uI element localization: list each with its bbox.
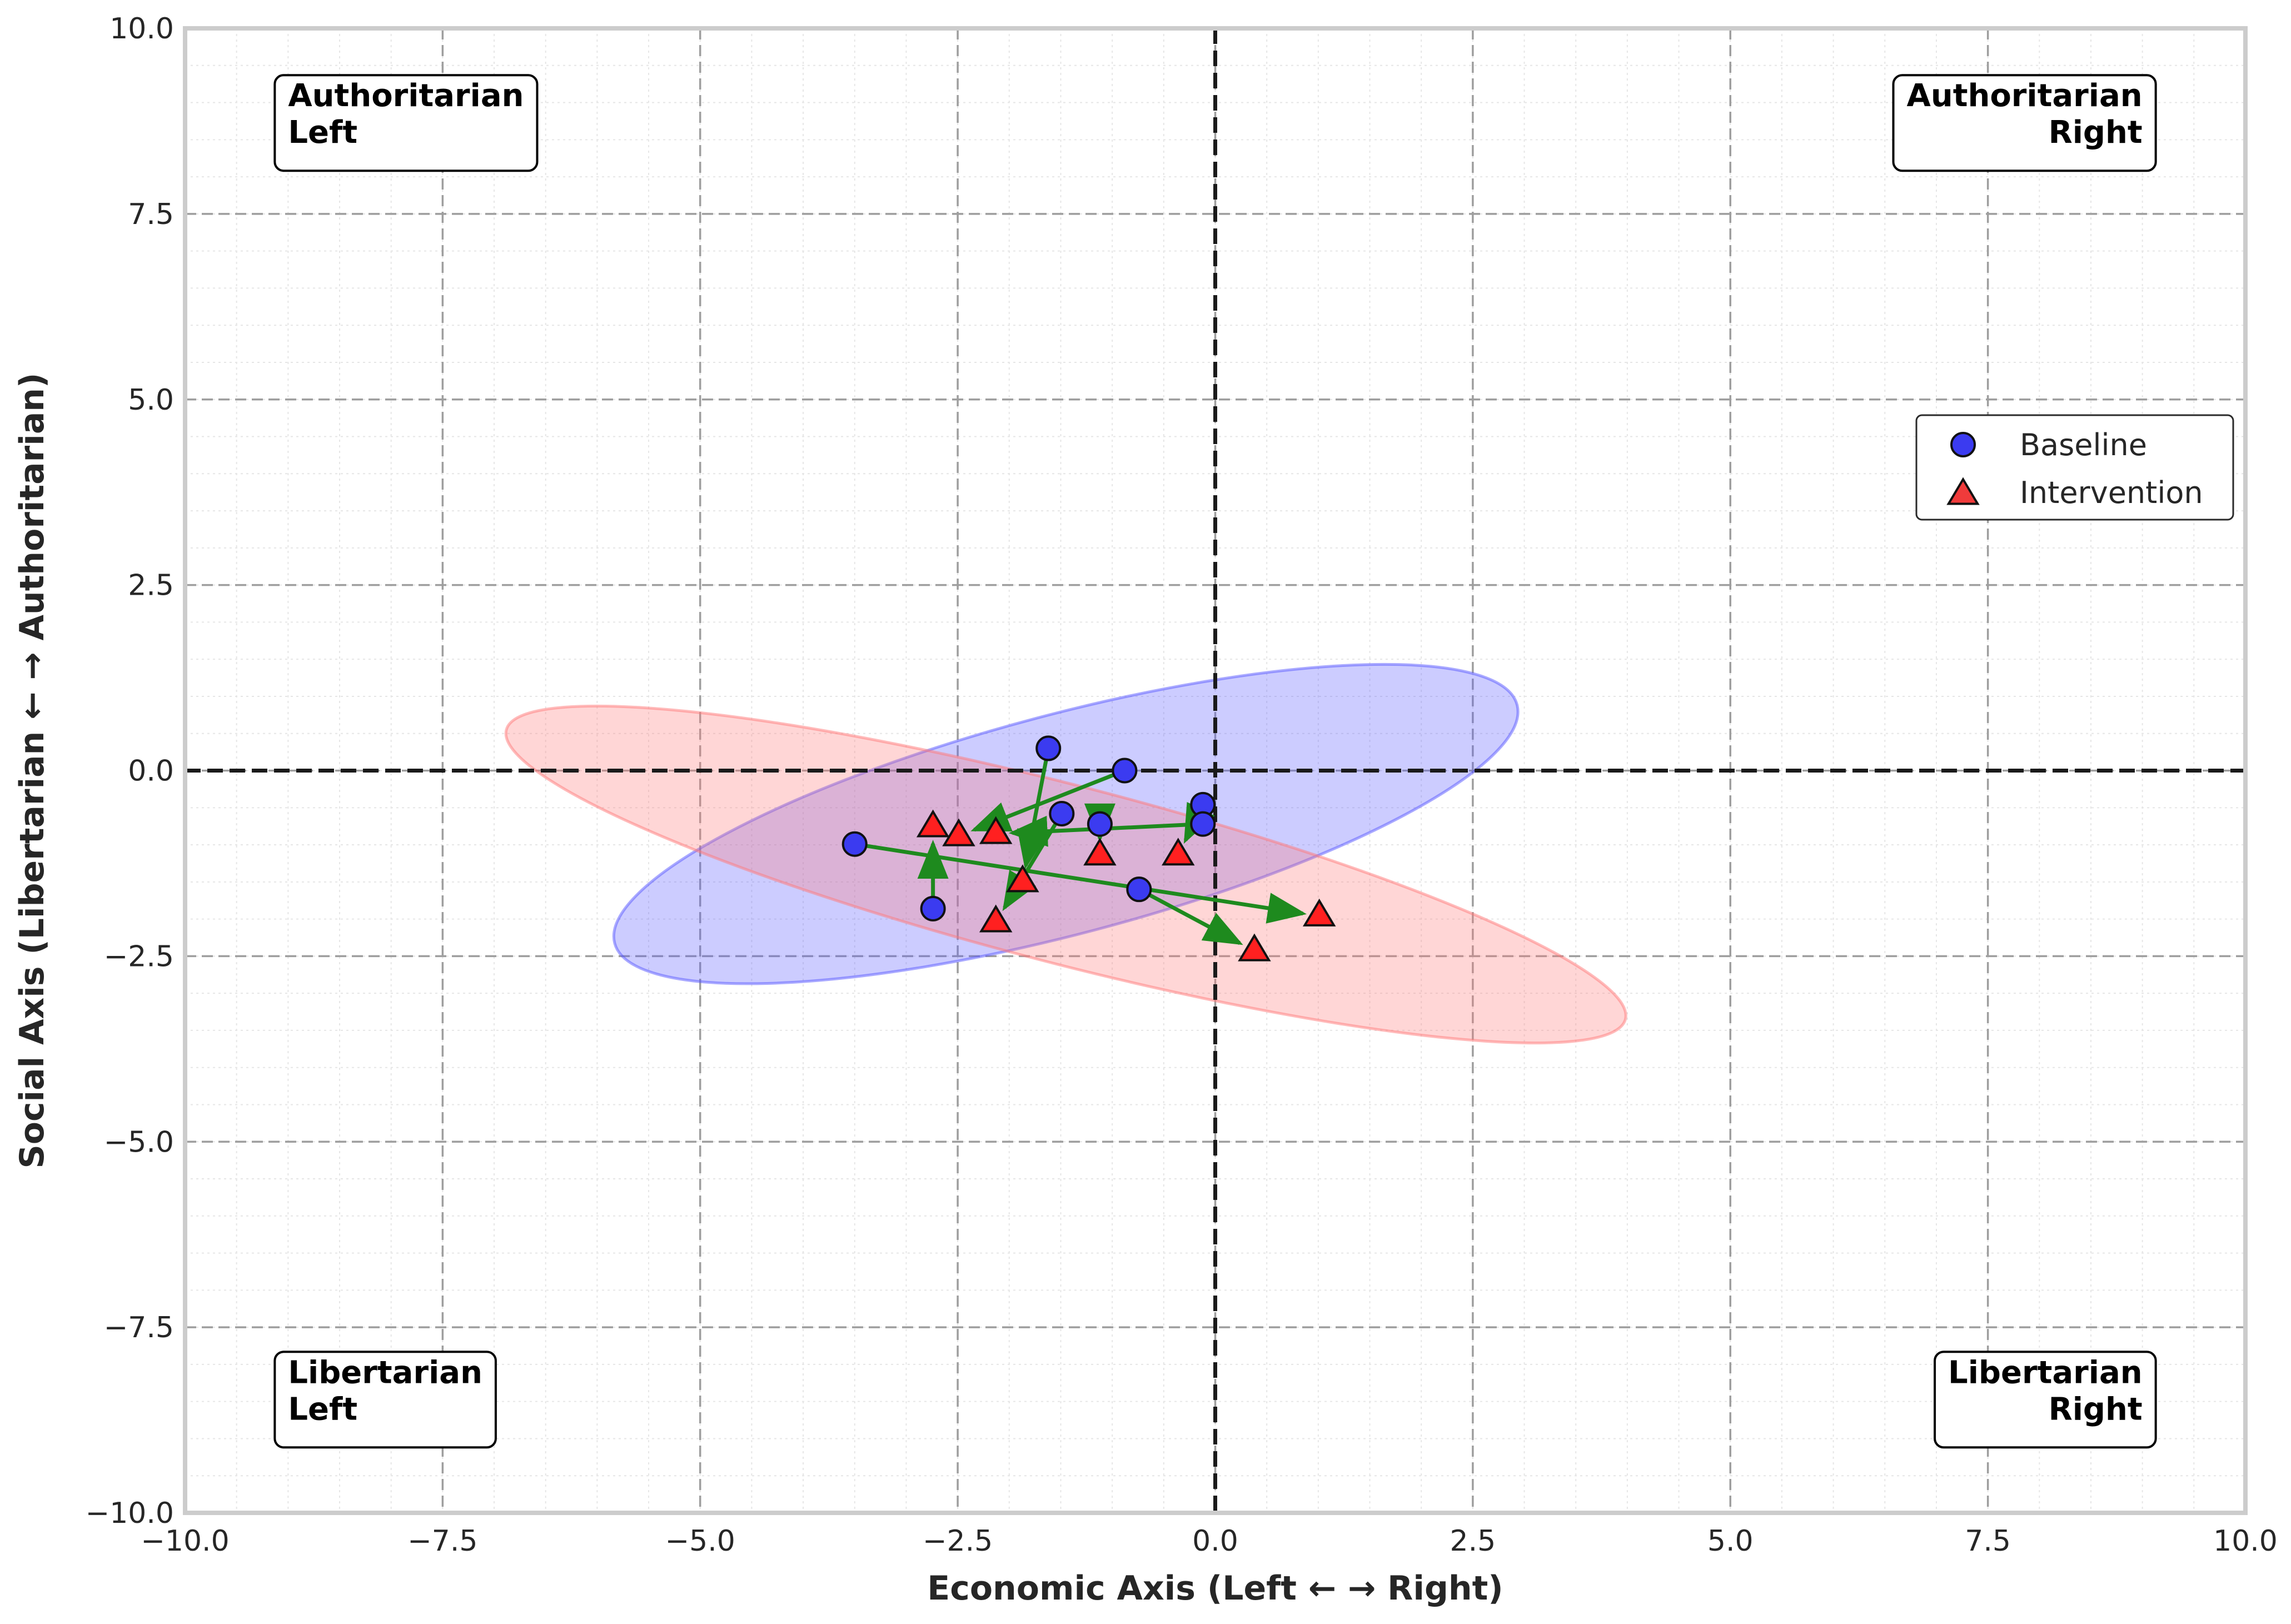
y-tick-label: 7.5 <box>128 198 174 231</box>
intervention-point <box>1302 898 1336 926</box>
y-tick-label: −5.0 <box>104 1125 174 1159</box>
quadrant-text: Authoritarian <box>288 78 524 114</box>
baseline-point <box>841 831 868 857</box>
quadrant-box <box>273 74 539 172</box>
intervention-point <box>942 818 975 846</box>
shift-arrow <box>1002 823 1057 911</box>
quadrant-text: Right <box>2049 114 2143 151</box>
baseline-point <box>1126 876 1152 903</box>
legend-marker-intervention-icon <box>1946 477 1980 505</box>
x-tick-label: −5.0 <box>665 1525 735 1558</box>
reference-lines <box>185 28 2245 1513</box>
x-axis-title: Economic Axis (Left ← → Right) <box>927 1569 1503 1608</box>
quadrant-box <box>1934 1351 2157 1449</box>
x-tick-label: −7.5 <box>407 1525 477 1558</box>
baseline-point <box>1112 758 1138 784</box>
baseline-point <box>1035 735 1062 761</box>
quadrant-text: Libertarian <box>288 1354 482 1391</box>
x-axis-ticks: −10.0 −7.5 −5.0 −2.5 0.0 2.5 5.0 7.5 10.0 <box>141 1525 2278 1558</box>
plot-frame <box>183 26 2248 1515</box>
intervention-point <box>1162 838 1195 866</box>
quadrant-text: Libertarian <box>1948 1354 2143 1391</box>
intervention-point <box>1083 838 1117 866</box>
x-tick-label: −2.5 <box>923 1525 993 1558</box>
y-tick-label: 2.5 <box>128 569 174 602</box>
intervention-point <box>1006 864 1039 893</box>
legend-marker-baseline-icon <box>1950 432 1976 457</box>
x-tick-label: 10.0 <box>2213 1525 2278 1558</box>
y-axis-ticks: −10.0 −7.5 −5.0 −2.5 0.0 2.5 5.0 7.5 10.0 <box>86 12 174 1530</box>
x-tick-label: 2.5 <box>1450 1525 1496 1558</box>
legend: Baseline Intervention <box>1915 414 2234 521</box>
quadrant-text: Left <box>288 114 357 151</box>
y-tick-label: −2.5 <box>104 940 174 973</box>
baseline-point <box>1087 811 1113 837</box>
intervention-point <box>1238 933 1271 962</box>
y-tick-label: −10.0 <box>86 1497 174 1530</box>
intervention-point <box>916 809 950 838</box>
quadrant-text: Left <box>288 1391 357 1427</box>
baseline-point <box>1049 800 1075 826</box>
ellipse-intervention <box>504 704 1627 1045</box>
quadrant-text: Authoritarian <box>1906 78 2142 114</box>
shift-arrow <box>1017 760 1048 870</box>
y-tick-label: 0.0 <box>128 755 174 788</box>
legend-box <box>1915 414 2234 521</box>
quadrant-labels: AuthoritarianLeftAuthoritarianRightLiber… <box>273 74 2157 1449</box>
legend-label: Baseline <box>2020 427 2147 462</box>
shift-arrow <box>1149 893 1243 945</box>
quadrant-text: Right <box>2049 1391 2143 1427</box>
y-tick-label: −7.5 <box>104 1311 174 1344</box>
quadrant-box <box>273 1351 497 1449</box>
x-tick-label: 5.0 <box>1707 1525 1754 1558</box>
x-tick-label: 7.5 <box>1965 1525 2011 1558</box>
y-tick-label: 10.0 <box>109 12 174 46</box>
data-points <box>841 735 1336 962</box>
y-axis-title: Social Axis (Libertarian ← → Authoritari… <box>13 373 52 1169</box>
x-tick-label: 0.0 <box>1192 1525 1238 1558</box>
quadrant-box <box>1892 74 2157 172</box>
legend-label: Intervention <box>2020 475 2203 510</box>
intervention-point <box>979 816 1013 844</box>
baseline-point <box>1190 811 1216 837</box>
baseline-point <box>920 895 946 921</box>
x-tick-label: −10.0 <box>141 1525 229 1558</box>
intervention-point <box>979 904 1013 933</box>
y-tick-label: 5.0 <box>128 383 174 417</box>
